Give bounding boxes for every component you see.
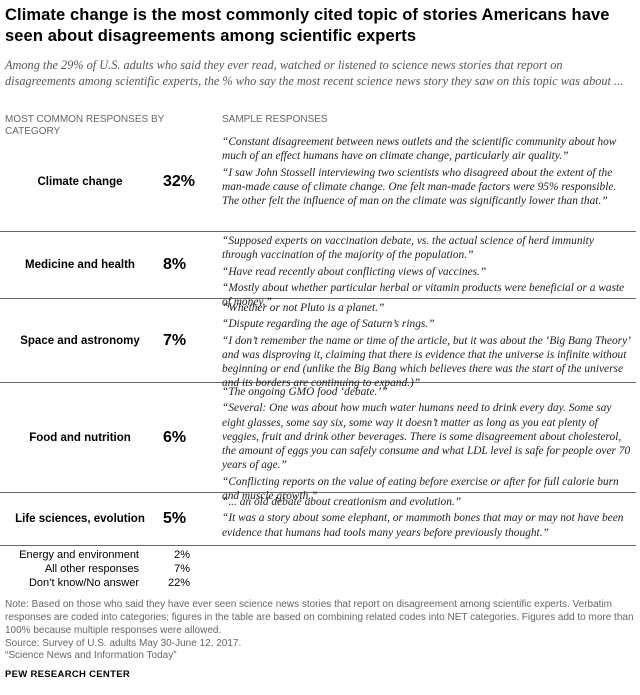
category-label: Space and astronomy [20, 334, 140, 347]
sample-quote: “Constant disagreement between news outl… [222, 136, 617, 163]
minor-row: Don’t know/No answer 22% [0, 576, 640, 590]
category-value: 5% [163, 510, 187, 527]
category-label: Medicine and health [25, 259, 135, 271]
category-label: Climate change [37, 176, 123, 188]
sample-quote: “Several: One was about how much water h… [222, 402, 631, 472]
minor-category-label: Don’t know/No answer [28, 577, 139, 589]
category-label: Life sciences, evolution [15, 513, 145, 525]
category-label: Food and nutrition [29, 431, 131, 444]
minor-category-label: Energy and environment [19, 549, 139, 561]
minor-category-label: All other responses [44, 563, 139, 575]
category-value: 32% [163, 173, 196, 190]
column-header-sample-responses: SAMPLE RESPONSES [222, 114, 328, 125]
sample-quote: “Conflicting reports on the value of eat… [222, 475, 619, 503]
minor-category-value: 7% [174, 563, 190, 575]
table-row: Life sciences, evolution 5% “... an old … [0, 493, 636, 546]
sample-responses: “Whether or not Pluto is a planet.” “Dis… [222, 301, 632, 393]
minor-category-value: 22% [167, 577, 190, 589]
sample-quote: “Whether or not Pluto is a planet.” [222, 302, 385, 314]
footnote: Note: Based on those who said they have … [5, 599, 634, 636]
sample-responses: “The ongoing GMO food ‘debate.’” “Severa… [222, 385, 632, 505]
sample-quote: “It was a story about some elephant, or … [222, 512, 624, 539]
sample-quote: “Have read recently about conflicting vi… [222, 265, 487, 278]
chart-title: Climate change is the most commonly cite… [5, 6, 610, 45]
sample-quote: “Supposed experts on vaccination debate,… [222, 235, 594, 262]
table-row: Medicine and health 8% “Supposed experts… [0, 232, 636, 308]
table-row: Climate change 32% “Constant disagreemen… [0, 133, 636, 232]
sample-responses: “... an old debate about creationism and… [222, 495, 632, 542]
table-row: Food and nutrition 6% “The ongoing GMO f… [0, 383, 636, 502]
sample-quote: “I don’t remember the name or time of th… [222, 334, 630, 390]
column-header-categories: MOST COMMON RESPONSES BY CATEGORY [5, 114, 165, 137]
chart-subtitle: Among the 29% of U.S. adults who said th… [5, 58, 624, 89]
brand-logo-text: PEW RESEARCH CENTER [5, 669, 130, 680]
table-row: Space and astronomy 7% “Whether or not P… [0, 299, 636, 389]
sample-quote: “... an old debate about creationism and… [222, 496, 462, 508]
category-value: 7% [163, 331, 187, 349]
sample-quote: “The ongoing GMO food ‘debate.’” [222, 386, 388, 398]
sample-quote: “Mostly about whether particular herbal … [222, 281, 625, 309]
sample-responses: “Constant disagreement between news outl… [222, 135, 632, 210]
sample-quote: “Dispute regarding the age of Saturn’s r… [222, 318, 435, 331]
source-line: Source: Survey of U.S. adults May 30-Jun… [5, 638, 242, 649]
category-value: 6% [163, 428, 187, 446]
category-value: 8% [163, 256, 187, 273]
minor-row: All other responses 7% [0, 562, 640, 576]
minor-category-value: 2% [174, 549, 190, 561]
sample-quote: “I saw John Stossell interviewing two sc… [222, 166, 617, 208]
minor-row: Energy and environment 2% [0, 548, 640, 562]
sample-responses: “Supposed experts on vaccination debate,… [222, 234, 632, 311]
report-title: “Science News and Information Today” [5, 650, 177, 661]
